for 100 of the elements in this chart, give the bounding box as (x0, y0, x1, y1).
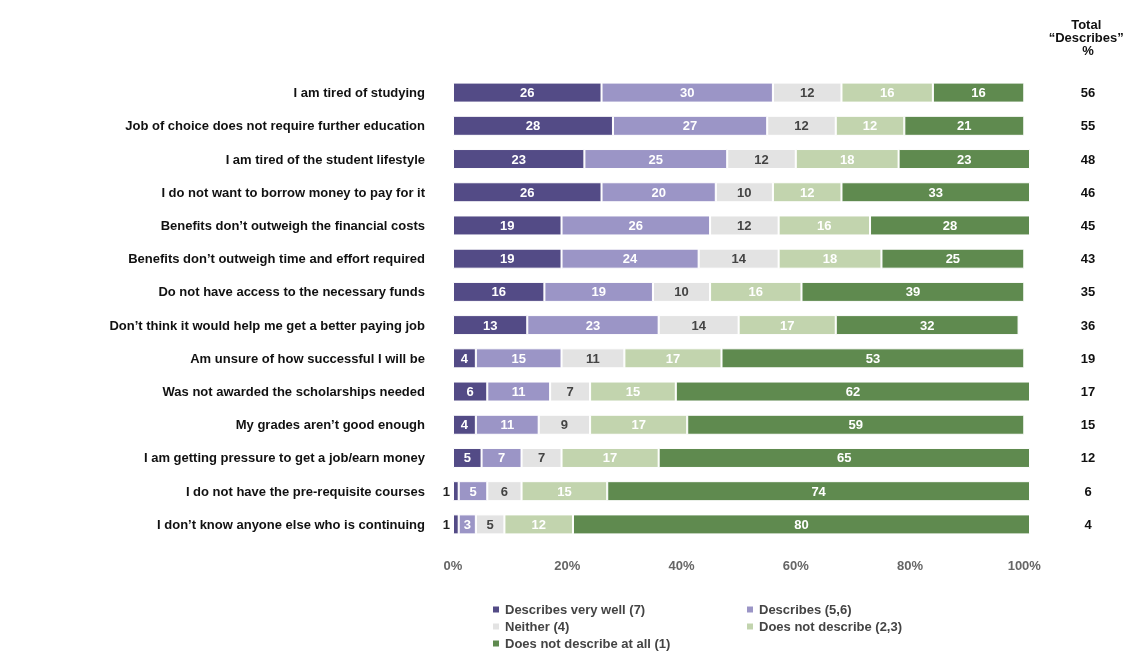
text: 55 (1080, 118, 1096, 134)
data-label: 14 (731, 251, 747, 267)
text: 15 (1080, 417, 1096, 433)
y-tick-label: Benefits don’t outweigh time and effort required (128, 251, 426, 267)
data-label: 80 (794, 516, 809, 532)
data-label: 7 (566, 384, 574, 400)
text: 45 (1080, 217, 1096, 233)
y-tick-label: Do not have access to the necessary funds (158, 284, 425, 300)
data-label: 17 (665, 350, 681, 366)
y-tick-label: Don’t think it would help me get a better paying job (109, 317, 426, 333)
y-tick-label: I am tired of the student lifestyle (225, 151, 425, 167)
data-label: 26 (628, 217, 644, 233)
data-label: 10 (674, 284, 689, 300)
data-label: 12 (531, 516, 546, 532)
data-label: 6 (466, 384, 474, 400)
text: 19 (1080, 350, 1096, 366)
data-label: 16 (817, 217, 832, 233)
text: 36 (1080, 317, 1096, 333)
x-tick-label: 20% (554, 558, 581, 573)
data-label: 28 (942, 217, 958, 233)
x-tick-label: 100% (1007, 558, 1042, 573)
legend-label: Describes (5,6) (759, 602, 852, 617)
data-label: 4 (460, 350, 469, 366)
data-label: 26 (520, 184, 535, 200)
data-label: 18 (822, 251, 838, 267)
text: Total “Describes” % (1048, 17, 1128, 58)
x-tick-label: 80% (897, 558, 924, 573)
data-label: 59 (848, 417, 863, 433)
data-label: 5 (469, 483, 477, 499)
text: 46 (1080, 184, 1096, 200)
data-label: 7 (497, 450, 506, 466)
data-label: 27 (682, 118, 698, 134)
text: 4 (1084, 516, 1093, 532)
data-label: 17 (602, 450, 618, 466)
data-label: 11 (586, 350, 600, 366)
y-tick-label: I do not want to borrow money to pay for it (161, 184, 426, 200)
y-tick-label: I am getting pressure to get a job/earn money (143, 450, 426, 466)
y-tick-label: Job of choice does not require further education (125, 118, 426, 134)
data-label: 16 (491, 284, 506, 300)
data-label: 12 (862, 118, 878, 134)
data-label: 30 (679, 85, 695, 101)
y-tick-label: Benefits don’t outweigh the financial costs (160, 217, 425, 233)
data-label: 16 (879, 85, 895, 101)
data-label: 33 (928, 184, 943, 200)
data-label: 11 (511, 384, 526, 400)
data-label: 11 (500, 417, 515, 433)
data-label: 15 (557, 483, 572, 499)
text: 56 (1080, 85, 1096, 101)
legend-label: Does not describe at all (1) (505, 636, 671, 651)
legend-label: Does not describe (2,3) (759, 619, 903, 634)
text: 6 (1084, 483, 1092, 499)
data-label: 12 (799, 85, 815, 101)
text: 35 (1080, 284, 1096, 300)
text: 12 (1080, 450, 1096, 466)
x-tick-label: 60% (782, 558, 810, 573)
data-label: 5 (486, 516, 494, 532)
y-tick-label: I am tired of studying (293, 85, 426, 101)
data-label: 25 (648, 151, 664, 167)
data-label: 9 (560, 417, 569, 433)
data-label: 1 (442, 516, 450, 532)
data-label: 3 (463, 516, 471, 532)
data-label: 1 (442, 483, 450, 499)
y-tick-label: My grades aren’t good enough (235, 417, 426, 433)
data-label: 19 (500, 251, 515, 267)
legend-label: Neither (4) (505, 619, 570, 634)
data-label: 15 (511, 350, 526, 366)
y-tick-label: Was not awarded the scholarships needed (162, 384, 426, 400)
data-label: 23 (511, 151, 526, 167)
y-tick-label: I don’t know anyone else who is continuing (157, 516, 426, 532)
data-label: 28 (525, 118, 541, 134)
x-tick-label: 0% (443, 558, 463, 573)
data-label: 17 (779, 317, 795, 333)
legend-label: Describes very well (7) (505, 602, 646, 617)
data-label: 19 (591, 284, 606, 300)
x-tick-label: 40% (668, 558, 695, 573)
data-label: 18 (839, 151, 855, 167)
text: 17 (1080, 384, 1096, 400)
data-label: 17 (631, 417, 646, 433)
text: 43 (1080, 251, 1096, 267)
data-label: 21 (957, 118, 972, 134)
data-label: 26 (520, 85, 535, 101)
data-label: 12 (799, 184, 815, 200)
data-label: 62 (845, 384, 861, 400)
data-label: 12 (737, 217, 752, 233)
data-label: 14 (691, 317, 707, 333)
data-label: 5 (463, 450, 471, 466)
data-label: 6 (500, 483, 509, 499)
data-label: 16 (748, 284, 764, 300)
data-label: 32 (919, 317, 935, 333)
data-label: 74 (811, 483, 827, 499)
data-label: 15 (625, 384, 641, 400)
data-label: 53 (865, 350, 881, 366)
data-label: 39 (905, 284, 921, 300)
data-label: 12 (754, 151, 769, 167)
y-tick-label: Am unsure of how successful I will be (190, 350, 425, 366)
data-label: 23 (957, 151, 972, 167)
y-tick-label: I do not have the pre-requisite courses (185, 483, 425, 499)
data-label: 12 (794, 118, 809, 134)
data-label: 19 (500, 217, 515, 233)
data-label: 10 (737, 184, 752, 200)
